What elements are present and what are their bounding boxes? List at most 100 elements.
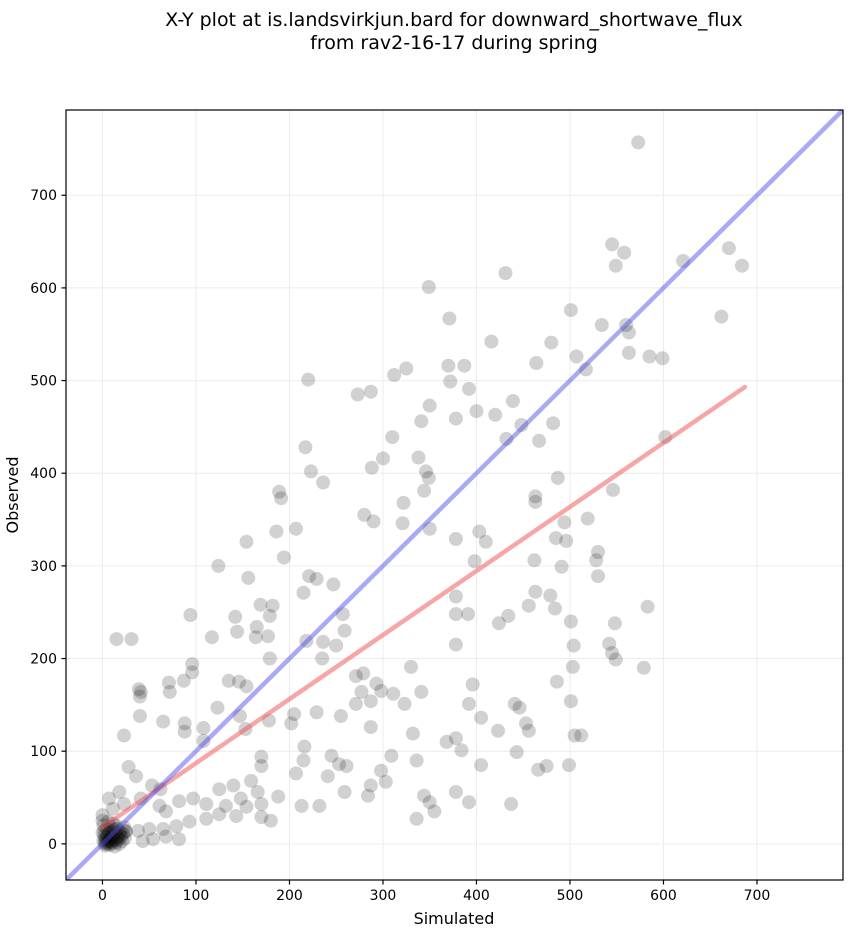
scatter-point	[218, 798, 233, 813]
scatter-point	[105, 801, 120, 816]
scatter-point	[396, 495, 411, 510]
scatter-point	[366, 514, 381, 529]
scatter-point	[102, 834, 116, 849]
scatter-points	[95, 135, 749, 854]
y-ticks: 0 100 200 300 400 500 600 700	[30, 188, 66, 853]
scatter-point	[118, 823, 133, 838]
scatter-point	[182, 814, 197, 829]
scatter-point	[414, 414, 429, 429]
scatter-point	[248, 630, 263, 645]
scatter-point	[539, 759, 554, 773]
scatter-point	[109, 835, 124, 849]
scatter-point	[97, 828, 112, 843]
scatter-point	[594, 318, 609, 332]
x-ticks: 0 100 200 300 400 500 600 700	[98, 880, 770, 904]
scatter-point	[550, 470, 565, 485]
scatter-point	[254, 810, 269, 824]
scatter-point	[363, 384, 378, 399]
grid-lines	[66, 110, 843, 880]
scatter-point	[332, 757, 346, 772]
scatter-point	[114, 829, 129, 844]
scatter-point	[427, 804, 442, 819]
chart-title-line1: X-Y plot at is.landsvirkjun.bard for dow…	[165, 9, 742, 31]
scatter-point	[117, 728, 131, 743]
scatter-point	[152, 798, 167, 813]
scatter-point	[499, 431, 514, 446]
scatter-point	[132, 709, 147, 723]
scatter-point	[297, 739, 312, 754]
scatter-point	[417, 788, 432, 803]
scatter-point	[159, 804, 173, 819]
scatter-point	[272, 484, 287, 499]
scatter-point	[95, 825, 110, 840]
scatter-point	[117, 831, 132, 846]
scatter-point	[448, 607, 463, 622]
scatter-point	[301, 372, 316, 387]
scatter-point	[467, 554, 482, 569]
scatter-point	[271, 789, 286, 804]
x-tick-label: 700	[744, 888, 771, 904]
scatter-point	[99, 834, 114, 849]
scatter-point	[465, 677, 480, 692]
scatter-point	[422, 398, 437, 413]
scatter-point	[95, 808, 110, 823]
scatter-point	[230, 624, 245, 639]
scatter-point	[284, 716, 299, 731]
scatter-point	[448, 411, 463, 426]
scatter-point	[315, 651, 330, 666]
scatter-point	[249, 620, 264, 634]
scatter-point	[606, 482, 620, 497]
scatter-point	[505, 394, 520, 408]
scatter-point	[274, 491, 289, 506]
scatter-point	[133, 684, 148, 699]
y-tick-label: 100	[30, 744, 57, 760]
scatter-point	[384, 748, 399, 763]
scatter-point	[566, 638, 581, 653]
scatter-point	[472, 524, 487, 539]
scatter-point	[363, 720, 378, 735]
scatter-point	[529, 356, 544, 370]
scatter-point	[565, 659, 580, 674]
scatter-point	[617, 245, 632, 260]
scatter-point	[369, 676, 384, 691]
scatter-point	[210, 700, 225, 715]
scatter-point	[354, 684, 369, 699]
scatter-point	[721, 241, 736, 256]
scatter-point	[422, 521, 437, 536]
scatter-point	[320, 769, 335, 784]
scatter-point	[105, 828, 120, 843]
scatter-point	[129, 769, 144, 784]
scatter-point	[101, 826, 116, 841]
scatter-point	[569, 349, 584, 364]
scatter-point	[146, 832, 160, 847]
scatter-point	[357, 507, 372, 522]
scatter-point	[405, 726, 420, 741]
scatter-point	[110, 822, 125, 836]
scatter-point	[109, 632, 124, 647]
scatter-point	[104, 835, 119, 849]
scatter-point	[204, 630, 219, 645]
scatter-point	[642, 349, 657, 364]
scatter-point	[289, 521, 303, 536]
scatter-point	[491, 616, 506, 631]
scatter-point	[532, 433, 547, 448]
scatter-point	[557, 515, 572, 530]
scatter-point	[112, 785, 127, 799]
scatter-point	[484, 334, 499, 349]
scatter-point	[422, 795, 437, 810]
scatter-point	[239, 679, 254, 694]
scatter-point	[591, 569, 605, 584]
scatter-point	[619, 318, 634, 332]
scatter-point	[135, 834, 150, 849]
scatter-point	[309, 705, 324, 720]
scatter-point	[411, 450, 426, 465]
scatter-point	[443, 374, 458, 389]
scatter-point	[335, 607, 350, 622]
scatter-point	[221, 673, 236, 688]
scatter-point	[461, 607, 476, 622]
scatter-point	[262, 651, 277, 666]
scatter-point	[115, 834, 130, 849]
scatter-point	[296, 753, 311, 768]
